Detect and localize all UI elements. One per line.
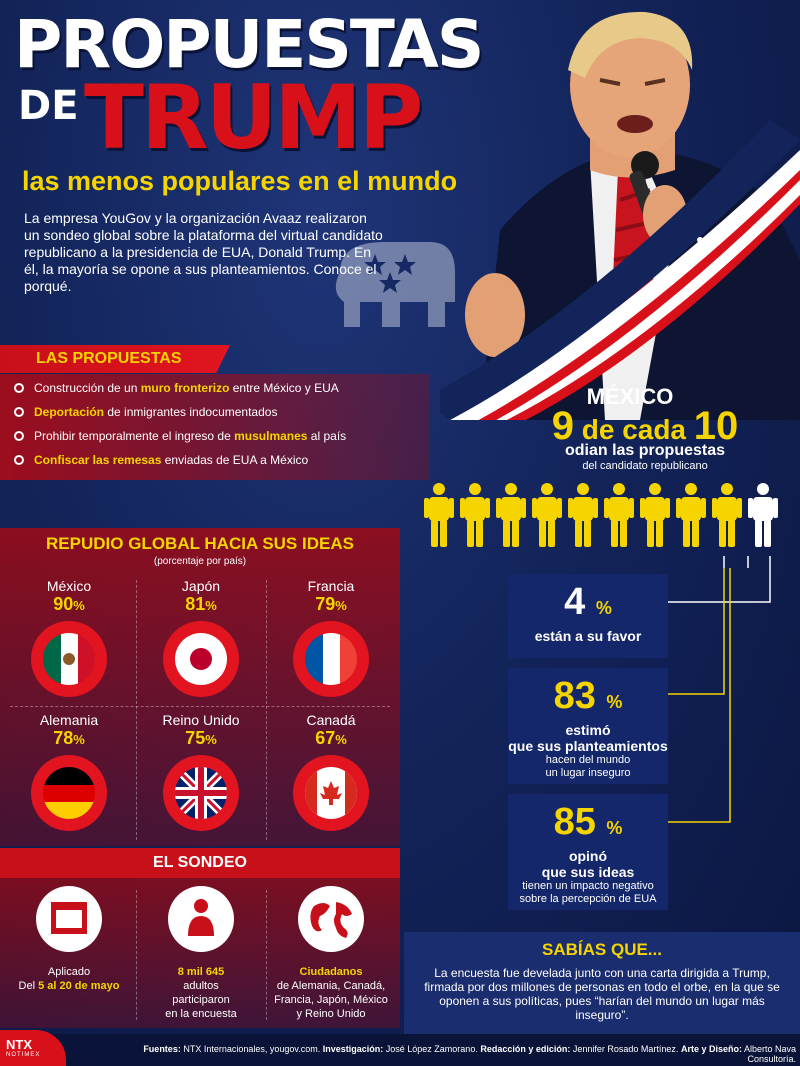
country-name: Reino Unido — [162, 712, 240, 728]
divider — [136, 890, 137, 1020]
bullet-icon — [14, 455, 24, 465]
country-percent: 90% — [53, 594, 85, 614]
page-title-highlight: TRUMP — [84, 66, 423, 169]
divider — [10, 706, 390, 707]
divider — [266, 580, 267, 840]
stat-box-inseguro: 83 % estimó que sus planteamientos hacen… — [508, 668, 668, 784]
calendar-icon — [36, 886, 102, 952]
mexico-line2: del candidato republicano — [582, 460, 708, 472]
person-figure-icon — [676, 483, 706, 547]
proposal-item: Construcción de un muro fronterizo entre… — [14, 378, 339, 398]
sabias-title: SABÍAS QUE... — [542, 940, 662, 959]
stat-box-impacto: 85 % opinó que sus ideas tienen un impac… — [508, 794, 668, 910]
country-name: Japón — [181, 578, 221, 594]
mexico-flag-icon — [31, 621, 107, 697]
country-stat-japan: Japón 81% — [136, 578, 266, 699]
person-figure-icon — [640, 483, 670, 547]
bullet-icon — [14, 431, 24, 441]
country-percent: 67% — [315, 728, 347, 748]
globe-icon — [298, 886, 364, 952]
country-stat-mexico: México 90% — [4, 578, 134, 699]
germany-flag-icon — [31, 755, 107, 831]
mexico-headline: 9 de cada 10 — [551, 404, 739, 448]
person-figure-icon — [748, 483, 778, 547]
japan-flag-icon — [163, 621, 239, 697]
country-stat-germany: Alemania 78% — [4, 712, 134, 833]
proposal-item: Deportación de inmigrantes indocumentado… — [14, 402, 277, 422]
person-figure-icon — [712, 483, 742, 547]
person-icon — [168, 886, 234, 952]
country-stat-uk: Reino Unido 75% — [136, 712, 266, 833]
country-percent: 75% — [185, 728, 217, 748]
sondeo-header: EL SONDEO — [0, 848, 400, 878]
uk-flag-icon — [163, 755, 239, 831]
sondeo-countries: Ciudadanos de Alemania, Canadá, Francia,… — [266, 884, 396, 1021]
proposals-list — [0, 374, 430, 480]
person-figure-icon — [424, 483, 454, 547]
mexico-label: MÉXICO — [586, 384, 674, 409]
person-figure-icon — [496, 483, 526, 547]
stat-box-favor: 4 % están a su favor — [508, 574, 668, 658]
person-figure-icon — [604, 483, 634, 547]
sondeo-dates: Aplicado Del 5 al 20 de mayo — [4, 884, 134, 993]
divider — [266, 890, 267, 1020]
country-percent: 81% — [185, 594, 217, 614]
sabias-text: La encuesta fue develada junto con una c… — [424, 966, 780, 1022]
divider — [136, 580, 137, 840]
page-title: PROPUESTAS — [14, 6, 484, 83]
country-percent: 78% — [53, 728, 85, 748]
trump-portrait-icon — [440, 11, 800, 420]
bullet-icon — [14, 383, 24, 393]
country-name: México — [46, 578, 92, 594]
republican-elephant-icon — [335, 242, 455, 327]
sondeo-participants: 8 mil 645 adultos participaron en la enc… — [136, 884, 266, 1021]
repudio-title: REPUDIO GLOBAL HACIA SUS IDEAS — [46, 534, 354, 553]
proposal-item: Prohibir temporalmente el ingreso de mus… — [14, 426, 346, 446]
title-connector: DE — [18, 83, 79, 129]
sondeo-title: EL SONDEO — [153, 854, 247, 871]
country-stat-canada: Canadá 67% — [266, 712, 396, 833]
page-subtitle: las menos populares en el mundo — [22, 166, 458, 196]
bullet-icon — [14, 407, 24, 417]
proposals-title: LAS PROPUESTAS — [36, 350, 182, 367]
sabias-panel — [404, 932, 800, 1034]
ntx-logo: NTX NOTIMEX — [0, 1030, 66, 1066]
person-figure-icon — [568, 483, 598, 547]
country-percent: 79% — [315, 594, 347, 614]
france-flag-icon — [293, 621, 369, 697]
country-name: Francia — [307, 578, 355, 594]
proposal-item: Confiscar las remesas enviadas de EUA a … — [14, 450, 308, 470]
canada-flag-icon — [293, 755, 369, 831]
country-stat-france: Francia 79% — [266, 578, 396, 699]
people-pictogram — [424, 482, 794, 552]
repudio-subtitle: (porcentaje por país) — [153, 556, 247, 567]
person-figure-icon — [460, 483, 490, 547]
footer-bar — [0, 1034, 800, 1066]
footer-credits: Fuentes: NTX Internacionales, yougov.com… — [143, 1044, 796, 1064]
proposals-header: LAS PROPUESTAS — [0, 345, 230, 373]
intro-paragraph: La empresa YouGov y la organización Avaa… — [24, 210, 383, 294]
country-name: Alemania — [39, 712, 99, 728]
mexico-line1: odian las propuestas — [564, 442, 726, 459]
country-name: Canadá — [306, 712, 356, 728]
person-figure-icon — [532, 483, 562, 547]
